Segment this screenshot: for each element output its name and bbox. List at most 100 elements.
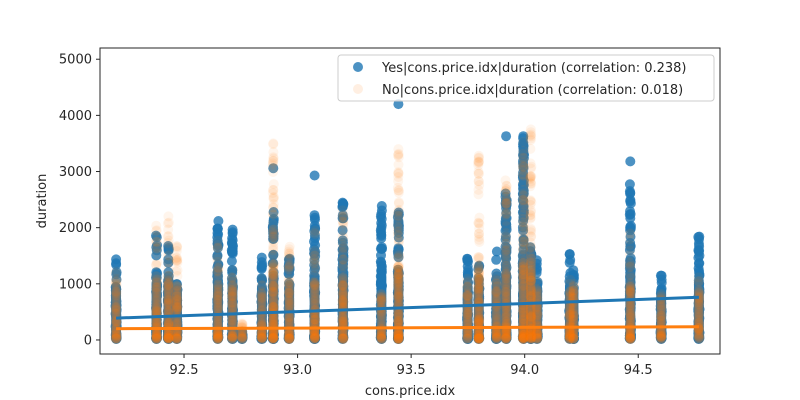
point: [393, 167, 404, 178]
point: [393, 228, 404, 238]
point: [501, 195, 511, 206]
point: [376, 250, 386, 261]
point: [500, 251, 511, 262]
point: [473, 218, 484, 229]
point: [337, 236, 348, 247]
point: [268, 273, 279, 284]
point: [256, 252, 267, 263]
point: [227, 276, 238, 287]
point: [376, 270, 387, 281]
point: [501, 224, 512, 235]
outlier-point: [625, 156, 636, 167]
point: [151, 277, 162, 288]
point: [492, 271, 502, 282]
point: [338, 263, 349, 273]
point: [338, 254, 349, 265]
point: [268, 192, 279, 202]
point: [501, 195, 512, 206]
point: [172, 265, 183, 276]
point: [376, 205, 387, 216]
point: [473, 168, 484, 179]
point: [111, 283, 122, 294]
point: [256, 286, 267, 297]
point: [310, 233, 320, 244]
point: [256, 281, 267, 292]
point: [212, 232, 223, 243]
point: [163, 267, 174, 278]
point: [491, 246, 502, 257]
point: [212, 250, 223, 261]
point: [376, 220, 387, 231]
point: [393, 252, 404, 263]
point: [473, 262, 484, 273]
point: [227, 284, 238, 295]
point: [474, 234, 485, 245]
point: [111, 269, 122, 280]
point: [337, 211, 348, 222]
outlier-point: [309, 170, 320, 181]
point: [376, 233, 387, 244]
point: [284, 248, 294, 259]
point: [268, 249, 279, 260]
point: [309, 212, 320, 223]
point: [393, 204, 404, 215]
point: [171, 253, 182, 264]
point: [393, 218, 404, 229]
point: [309, 276, 320, 287]
point: [163, 274, 174, 285]
point: [473, 252, 484, 263]
point: [500, 245, 511, 256]
point: [656, 274, 667, 285]
point: [462, 286, 473, 297]
point: [500, 259, 511, 270]
point: [393, 264, 404, 275]
point: [212, 267, 223, 278]
point: [212, 253, 223, 264]
point: [491, 284, 502, 295]
point: [151, 230, 161, 241]
point: [212, 242, 223, 253]
point: [268, 249, 279, 260]
point: [268, 156, 279, 167]
point: [501, 207, 512, 218]
point: [309, 273, 320, 284]
point: [337, 259, 348, 270]
point: [268, 258, 279, 269]
outlier-point: [501, 131, 512, 142]
point: [500, 186, 511, 197]
point: [624, 179, 635, 190]
point: [500, 175, 511, 186]
point: [284, 259, 295, 270]
point: [268, 202, 279, 213]
point: [462, 269, 473, 280]
point: [151, 245, 162, 256]
outlier-point: [625, 187, 636, 198]
point: [473, 184, 484, 195]
point: [212, 223, 223, 234]
point: [462, 253, 473, 264]
point: [172, 280, 182, 291]
point: [227, 247, 237, 257]
outlier-point: [462, 261, 473, 272]
point: [462, 281, 473, 292]
point: [337, 225, 348, 236]
point: [172, 287, 182, 298]
point: [212, 274, 223, 285]
point: [338, 272, 348, 283]
point: [393, 176, 404, 187]
point: [151, 260, 162, 270]
series-no-points: [110, 124, 705, 344]
point: [151, 270, 162, 281]
outlier-point: [693, 246, 704, 257]
point: [226, 256, 237, 267]
point: [393, 244, 404, 255]
point: [212, 279, 223, 290]
point: [172, 241, 183, 252]
point: [501, 221, 512, 232]
point: [309, 253, 320, 264]
point: [268, 231, 279, 242]
point: [337, 210, 348, 221]
point: [393, 272, 404, 283]
point: [111, 284, 122, 295]
point: [501, 266, 512, 277]
